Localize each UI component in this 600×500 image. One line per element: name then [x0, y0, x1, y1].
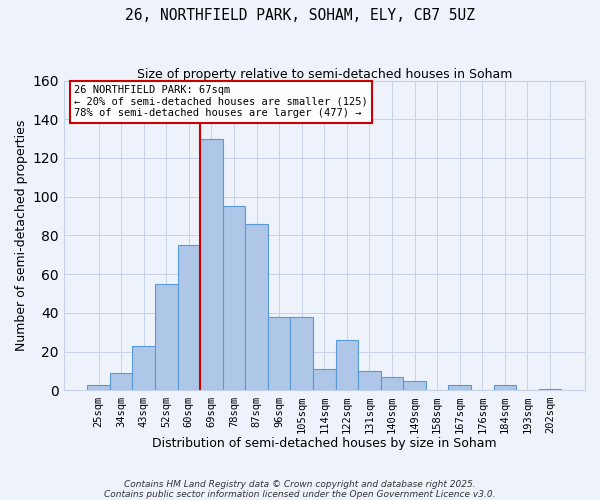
- Bar: [223, 206, 245, 390]
- Bar: [290, 317, 313, 390]
- Title: Size of property relative to semi-detached houses in Soham: Size of property relative to semi-detach…: [137, 68, 512, 80]
- Bar: [448, 384, 471, 390]
- Bar: [335, 340, 358, 390]
- Bar: [178, 245, 200, 390]
- Y-axis label: Number of semi-detached properties: Number of semi-detached properties: [15, 120, 28, 351]
- Bar: [200, 138, 223, 390]
- Text: Contains HM Land Registry data © Crown copyright and database right 2025.
Contai: Contains HM Land Registry data © Crown c…: [104, 480, 496, 499]
- Bar: [110, 373, 133, 390]
- Bar: [313, 369, 335, 390]
- Text: 26 NORTHFIELD PARK: 67sqm
← 20% of semi-detached houses are smaller (125)
78% of: 26 NORTHFIELD PARK: 67sqm ← 20% of semi-…: [74, 85, 368, 118]
- Text: 26, NORTHFIELD PARK, SOHAM, ELY, CB7 5UZ: 26, NORTHFIELD PARK, SOHAM, ELY, CB7 5UZ: [125, 8, 475, 22]
- Bar: [381, 377, 403, 390]
- Bar: [403, 381, 426, 390]
- Bar: [268, 317, 290, 390]
- Bar: [155, 284, 178, 391]
- Bar: [87, 384, 110, 390]
- Bar: [245, 224, 268, 390]
- X-axis label: Distribution of semi-detached houses by size in Soham: Distribution of semi-detached houses by …: [152, 437, 497, 450]
- Bar: [133, 346, 155, 391]
- Bar: [358, 371, 381, 390]
- Bar: [494, 384, 516, 390]
- Bar: [539, 388, 561, 390]
